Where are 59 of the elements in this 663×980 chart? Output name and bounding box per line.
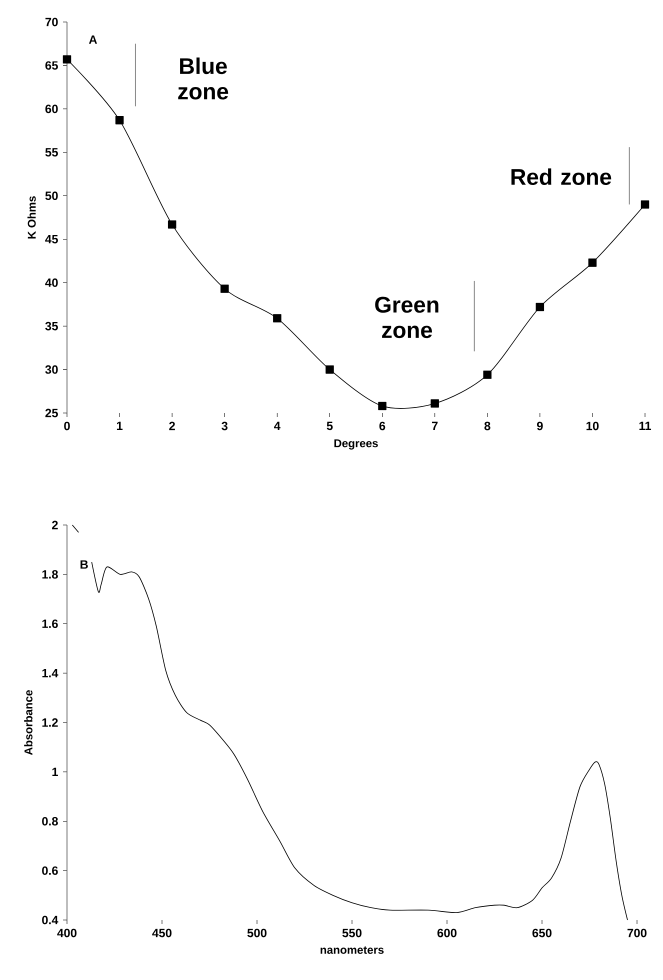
y-tick-label: 1.4: [42, 669, 58, 678]
point: [115, 116, 124, 124]
y-tick-label: 55: [45, 148, 58, 157]
y-tick-label: 0.8: [42, 817, 58, 826]
point: [378, 402, 386, 410]
x-tick-label: 550: [342, 928, 362, 938]
point: [536, 302, 544, 312]
x-tick-label: 2: [169, 422, 175, 430]
x-tick-label: 700: [628, 928, 647, 938]
annotation: B: [80, 560, 88, 569]
annotation: A: [88, 35, 98, 44]
point: [168, 220, 176, 229]
ref-line-label: Red zone: [511, 168, 612, 185]
y-axis-title: K Ohms: [27, 196, 36, 238]
x-tick-label: 500: [247, 928, 267, 938]
point: [62, 55, 72, 64]
x-tick-label: 1: [116, 422, 123, 430]
y-tick-label: 0.4: [42, 916, 58, 924]
x-tick-label: 10: [586, 422, 599, 430]
point: [326, 365, 334, 374]
x-tick-label: 9: [537, 422, 543, 430]
x-tick-label: 4: [274, 422, 280, 430]
y-tick-label: 65: [45, 61, 58, 70]
y-tick-label: 35: [45, 322, 58, 330]
point: [483, 370, 492, 379]
x-tick-label: 6: [379, 422, 386, 430]
point: [273, 314, 282, 322]
y-tick-label: 50: [45, 192, 58, 200]
y-tick-label: 1.8: [42, 570, 58, 579]
y-tick-label: 70: [45, 18, 58, 26]
x-tick-label: 450: [152, 928, 172, 938]
y-tick-label: 60: [45, 104, 58, 114]
y-tick-label: 45: [45, 235, 58, 244]
x-tick-label: 3: [222, 422, 228, 430]
x-tick-label: 7: [432, 422, 438, 430]
x-axis-title: nanometers: [320, 946, 384, 954]
x-tick-label: 600: [437, 928, 457, 938]
y-tick-label: 1.6: [42, 620, 58, 628]
y-tick-label: 40: [45, 278, 58, 287]
y-tick-label: 0.6: [42, 866, 58, 875]
ref-line-label: Green zone: [375, 296, 438, 338]
ref-line-label: Blue zone: [178, 58, 228, 100]
x-axis-title: Degrees: [334, 439, 378, 450]
x-tick-label: 400: [57, 928, 77, 938]
x-tick-label: 0: [64, 422, 70, 430]
y-tick-label: 1: [52, 768, 58, 776]
y-tick-label: 30: [45, 365, 58, 374]
y-axis-title: Absorbance: [24, 690, 32, 755]
point: [430, 399, 439, 408]
y-tick-label: 25: [45, 408, 58, 418]
x-tick-label: 11: [639, 422, 652, 430]
x-tick-label: 5: [326, 422, 333, 430]
point: [640, 200, 650, 209]
x-tick-label: 650: [532, 928, 552, 938]
y-tick-label: 1.2: [42, 718, 58, 727]
point: [220, 284, 229, 293]
point: [588, 258, 597, 267]
y-tick-label: 2: [52, 520, 58, 530]
x-tick-label: 8: [484, 422, 490, 430]
